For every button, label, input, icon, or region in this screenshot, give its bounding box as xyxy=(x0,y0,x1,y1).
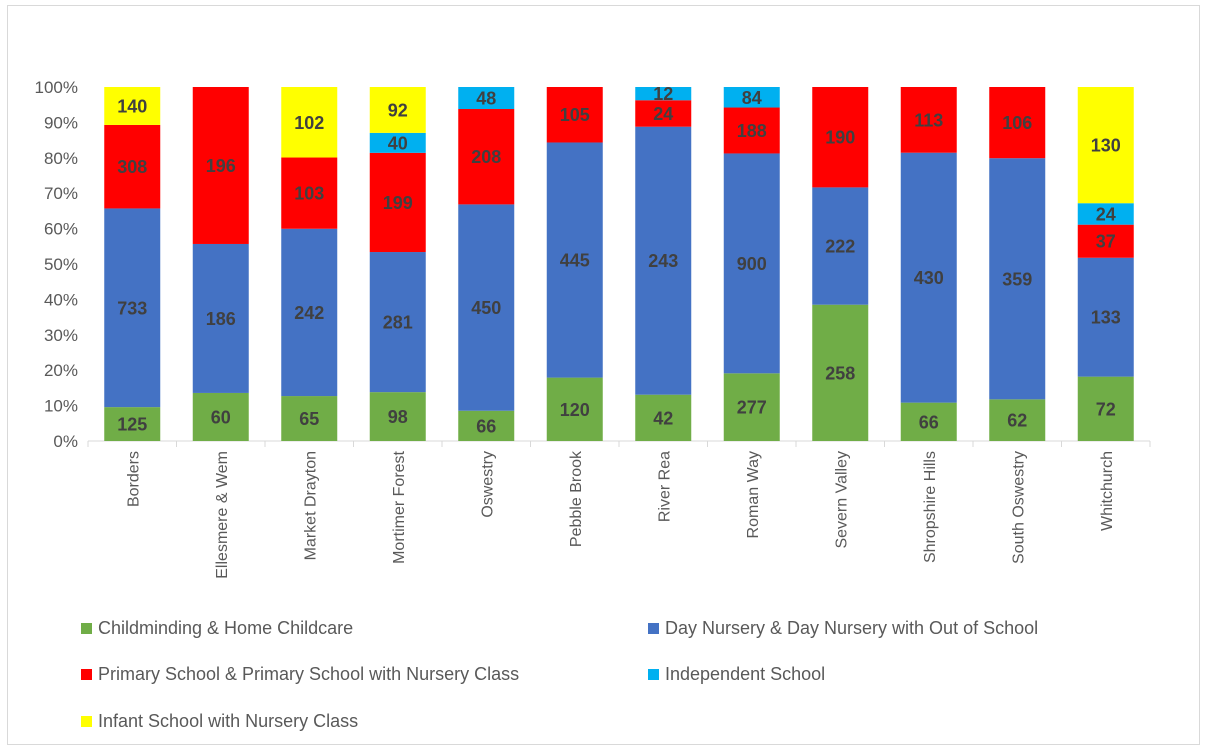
y-tick-label: 20% xyxy=(44,361,78,380)
data-label: 222 xyxy=(825,237,855,257)
data-label: 186 xyxy=(206,309,236,329)
data-label: 48 xyxy=(476,89,496,109)
data-label: 60 xyxy=(211,407,231,427)
legend-item: Infant School with Nursery Class xyxy=(81,711,358,732)
data-label: 106 xyxy=(1002,113,1032,133)
data-label: 196 xyxy=(206,156,236,176)
legend-label: Childminding & Home Childcare xyxy=(98,618,353,639)
data-label: 103 xyxy=(294,184,324,204)
data-label: 42 xyxy=(653,408,673,428)
data-label: 102 xyxy=(294,113,324,133)
category-label: Whitchurch xyxy=(1099,451,1116,531)
legend-label: Infant School with Nursery Class xyxy=(98,711,358,732)
data-label: 72 xyxy=(1096,399,1116,419)
category-label: Borders xyxy=(125,451,142,507)
category-label: Severn Valley xyxy=(833,451,850,549)
data-label: 140 xyxy=(117,96,147,116)
data-label: 188 xyxy=(737,121,767,141)
y-tick-label: 0% xyxy=(53,432,78,451)
data-label: 359 xyxy=(1002,269,1032,289)
data-label: 208 xyxy=(471,147,501,167)
data-label: 120 xyxy=(560,400,590,420)
data-label: 113 xyxy=(914,110,943,130)
category-label: Pebble Brook xyxy=(568,450,585,547)
legend-item: Primary School & Primary School with Nur… xyxy=(81,664,519,685)
data-label: 900 xyxy=(737,254,767,274)
data-label: 258 xyxy=(825,363,855,383)
data-label: 65 xyxy=(299,409,319,429)
data-label: 125 xyxy=(117,415,147,435)
data-label: 66 xyxy=(919,412,939,432)
y-tick-label: 40% xyxy=(44,290,78,309)
data-label: 40 xyxy=(388,133,408,153)
legend-label: Primary School & Primary School with Nur… xyxy=(98,664,519,685)
data-label: 12 xyxy=(653,84,673,104)
category-label: Mortimer Forest xyxy=(391,450,408,563)
data-label: 242 xyxy=(294,303,324,323)
data-label: 450 xyxy=(471,298,501,318)
data-label: 281 xyxy=(383,313,413,333)
data-label: 430 xyxy=(914,268,944,288)
y-tick-label: 30% xyxy=(44,326,78,345)
category-label: River Rea xyxy=(656,451,673,522)
data-label: 37 xyxy=(1096,232,1116,252)
category-label: Roman Way xyxy=(745,451,762,538)
legend-swatch xyxy=(648,623,659,634)
data-label: 243 xyxy=(648,251,678,271)
data-label: 24 xyxy=(653,104,673,124)
category-label: South Oswestry xyxy=(1010,451,1027,564)
y-tick-label: 70% xyxy=(44,184,78,203)
category-label: Ellesmere & Wem xyxy=(214,451,231,579)
legend-label: Day Nursery & Day Nursery with Out of Sc… xyxy=(665,618,1038,639)
category-label: Market Drayton xyxy=(302,451,319,560)
data-label: 105 xyxy=(560,105,590,125)
data-label: 92 xyxy=(388,100,408,120)
data-label: 190 xyxy=(825,128,855,148)
y-tick-label: 10% xyxy=(44,397,78,416)
legend-label: Independent School xyxy=(665,664,825,685)
legend-swatch xyxy=(81,669,92,680)
legend-item: Childminding & Home Childcare xyxy=(81,618,353,639)
y-tick-label: 60% xyxy=(44,220,78,239)
legend-item: Day Nursery & Day Nursery with Out of Sc… xyxy=(648,618,1038,639)
y-tick-label: 50% xyxy=(44,255,78,274)
data-label: 733 xyxy=(117,298,147,318)
legend-swatch xyxy=(81,716,92,727)
y-tick-label: 90% xyxy=(44,113,78,132)
y-tick-label: 100% xyxy=(35,78,78,97)
data-label: 84 xyxy=(742,88,762,108)
data-label: 130 xyxy=(1091,136,1121,156)
data-label: 24 xyxy=(1096,204,1116,224)
legend-swatch xyxy=(81,623,92,634)
data-label: 133 xyxy=(1091,308,1121,328)
data-label: 98 xyxy=(388,407,408,427)
category-label: Oswestry xyxy=(479,451,496,518)
category-label: Shropshire Hills xyxy=(922,451,939,563)
data-label: 66 xyxy=(476,416,496,436)
data-label: 62 xyxy=(1007,411,1027,431)
data-label: 199 xyxy=(383,193,413,213)
data-label: 308 xyxy=(117,157,147,177)
data-label: 277 xyxy=(737,398,767,418)
legend-item: Independent School xyxy=(648,664,825,685)
data-label: 445 xyxy=(560,251,590,271)
legend-swatch xyxy=(648,669,659,680)
y-tick-label: 80% xyxy=(44,149,78,168)
